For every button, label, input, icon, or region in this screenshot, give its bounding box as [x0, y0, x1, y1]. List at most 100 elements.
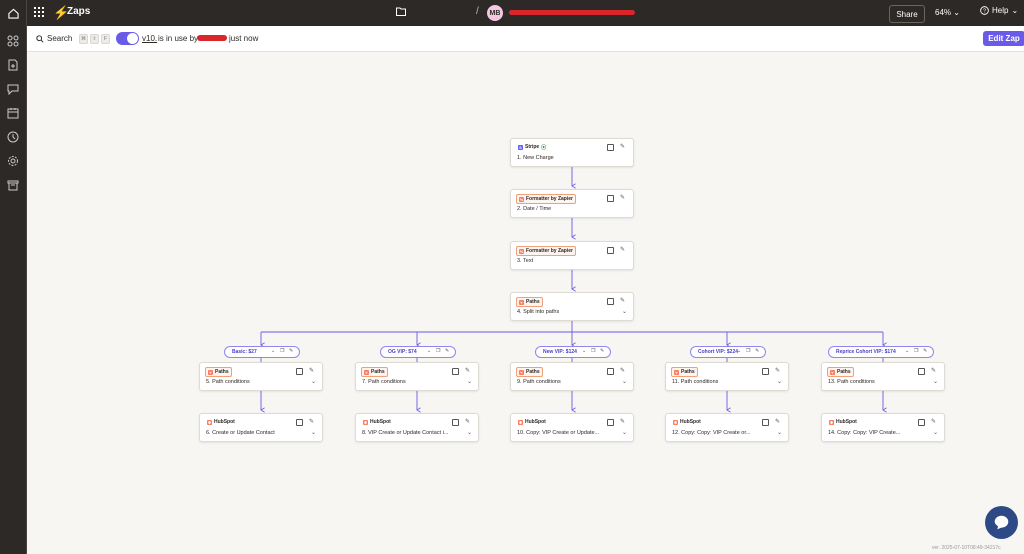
chat-button[interactable] [985, 506, 1018, 539]
archive-icon[interactable] [7, 179, 19, 191]
copy-icon[interactable] [607, 419, 614, 426]
step-path-conditions[interactable]: ⑂ Paths 9. Path conditions ✎ ⌄ [510, 362, 634, 391]
pencil-icon[interactable]: ✎ [923, 348, 928, 354]
pencil-icon[interactable]: ✎ [930, 419, 936, 425]
path-name-pill[interactable]: New VIP: $124 ⌄ ❐ ✎ [535, 346, 611, 358]
copy-icon[interactable]: ❐ [746, 348, 751, 354]
chevron-down-icon[interactable]: ⌄ [466, 430, 472, 436]
chevron-down-icon[interactable]: ⌄ [310, 430, 316, 436]
pencil-icon[interactable]: ✎ [464, 368, 470, 374]
copy-icon[interactable]: ❐ [280, 348, 285, 354]
step-app-badge: ⑂ Paths [516, 297, 543, 307]
pencil-icon[interactable]: ✎ [774, 368, 780, 374]
copy-icon[interactable] [452, 419, 459, 426]
step-hubspot-action[interactable]: ✱ HubSpot 10. Copy: VIP Create or Update..… [510, 413, 634, 442]
settings-icon[interactable] [7, 155, 19, 167]
home-button[interactable] [0, 0, 27, 26]
file-add-icon[interactable] [7, 59, 19, 71]
avatar[interactable]: MB [487, 5, 503, 21]
chevron-down-icon[interactable]: ⌄ [310, 379, 316, 385]
step-app-name: Paths [215, 369, 229, 375]
search-button[interactable]: Search [36, 34, 72, 43]
copy-icon[interactable] [762, 368, 769, 375]
copy-icon[interactable] [296, 419, 303, 426]
step-formatter-date[interactable]: % Formatter by Zapier 2. Date / Time ✎ [510, 189, 634, 218]
pencil-icon[interactable]: ✎ [774, 419, 780, 425]
zoom-dropdown[interactable]: 64% ⌄ [935, 8, 960, 17]
chevron-down-icon[interactable]: ⌄ [621, 379, 627, 385]
step-hubspot-action[interactable]: ✱ HubSpot 14. Copy: Copy: VIP Create... ✎ ⌄ [821, 413, 945, 442]
chevron-down-icon[interactable]: ⌄ [427, 348, 432, 354]
path-name: Reprice Cohort VIP: $174 [836, 349, 896, 355]
app-title[interactable]: Zaps [67, 6, 91, 17]
chevron-down-icon[interactable]: ⌄ [905, 348, 910, 354]
copy-icon[interactable] [762, 419, 769, 426]
chevron-down-icon[interactable]: ⌄ [776, 379, 782, 385]
step-hubspot-action[interactable]: ✱ HubSpot 6. Create or Update Contact ✎ ⌄ [199, 413, 323, 442]
home-icon [7, 8, 19, 19]
chevron-down-icon[interactable]: ⌄ [737, 348, 742, 354]
step-hubspot-action[interactable]: ✱ HubSpot 8. VIP Create or Update Contact … [355, 413, 479, 442]
path-name-pill[interactable]: OG VIP: $74 ⌄ ❐ ✎ [380, 346, 456, 358]
apps-grid-icon[interactable] [34, 7, 44, 17]
path-name-pill[interactable]: Reprice Cohort VIP: $174 ⌄ ❐ ✎ [828, 346, 934, 358]
chevron-down-icon[interactable]: ⌄ [932, 379, 938, 385]
redacted-user-name [197, 35, 227, 41]
chevron-down-icon[interactable]: ⌄ [582, 348, 587, 354]
share-button[interactable]: Share [889, 5, 925, 23]
step-path-conditions[interactable]: ⑂ Paths 5. Path conditions ✎ ⌄ [199, 362, 323, 391]
copy-icon[interactable] [296, 368, 303, 375]
copy-icon[interactable] [918, 419, 925, 426]
pencil-icon[interactable]: ✎ [619, 419, 625, 425]
pencil-icon[interactable]: ✎ [930, 368, 936, 374]
comment-icon[interactable] [7, 83, 19, 95]
pencil-icon[interactable]: ✎ [619, 195, 625, 201]
chevron-down-icon[interactable]: ⌄ [271, 348, 276, 354]
pencil-icon[interactable]: ✎ [464, 419, 470, 425]
pencil-icon[interactable]: ✎ [619, 144, 625, 150]
pencil-icon[interactable]: ✎ [308, 419, 314, 425]
pencil-icon[interactable]: ✎ [600, 348, 605, 354]
step-split-paths[interactable]: ⑂ Paths 4. Split into paths ✎ ⌄ [510, 292, 634, 321]
copy-icon[interactable] [607, 247, 614, 254]
help-button[interactable]: ? Help ⌄ [980, 6, 1018, 15]
step-formatter-text[interactable]: % Formatter by Zapier 3. Text ✎ [510, 241, 634, 270]
chevron-down-icon[interactable]: ⌄ [466, 379, 472, 385]
copy-icon[interactable] [607, 195, 614, 202]
chevron-down-icon[interactable]: ⌄ [932, 430, 938, 436]
version-link[interactable]: v10. [142, 34, 158, 43]
step-path-conditions[interactable]: ⑂ Paths 13. Path conditions ✎ ⌄ [821, 362, 945, 391]
pencil-icon[interactable]: ✎ [289, 348, 294, 354]
copy-icon[interactable]: ❐ [591, 348, 596, 354]
pencil-icon[interactable]: ✎ [619, 247, 625, 253]
chevron-down-icon[interactable]: ⌄ [776, 430, 782, 436]
step-path-conditions[interactable]: ⑂ Paths 11. Path conditions ✎ ⌄ [665, 362, 789, 391]
step-hubspot-action[interactable]: ✱ HubSpot 12. Copy: Copy: VIP Create or...… [665, 413, 789, 442]
history-icon[interactable] [7, 131, 19, 143]
pencil-icon[interactable]: ✎ [445, 348, 450, 354]
step-label: 4. Split into paths [517, 309, 560, 315]
step-path-conditions[interactable]: ⑂ Paths 7. Path conditions ✎ ⌄ [355, 362, 479, 391]
pencil-icon[interactable]: ✎ [755, 348, 760, 354]
apps-icon[interactable] [7, 35, 19, 47]
shortcut-key: ⇧ [90, 34, 99, 44]
step-app-badge: S Stripe ⦿ [516, 143, 548, 151]
copy-icon[interactable] [607, 368, 614, 375]
chevron-down-icon[interactable]: ⌄ [621, 309, 627, 315]
pencil-icon[interactable]: ✎ [308, 368, 314, 374]
copy-icon[interactable] [607, 144, 614, 151]
chevron-down-icon[interactable]: ⌄ [621, 430, 627, 436]
copy-icon[interactable] [607, 298, 614, 305]
calendar-icon[interactable] [7, 107, 19, 119]
copy-icon[interactable] [918, 368, 925, 375]
pencil-icon[interactable]: ✎ [619, 368, 625, 374]
edit-zap-button[interactable]: Edit Zap [983, 31, 1024, 46]
copy-icon[interactable]: ❐ [914, 348, 919, 354]
pencil-icon[interactable]: ✎ [619, 298, 625, 304]
path-name-pill[interactable]: Cohort VIP: $224 ⌄ ❐ ✎ [690, 346, 766, 358]
step-trigger[interactable]: S Stripe ⦿ 1. New Charge ✎ [510, 138, 634, 167]
copy-icon[interactable] [452, 368, 459, 375]
zap-on-toggle[interactable] [116, 32, 139, 45]
path-name-pill[interactable]: Basic: $27 ⌄ ❐ ✎ [224, 346, 300, 358]
copy-icon[interactable]: ❐ [436, 348, 441, 354]
